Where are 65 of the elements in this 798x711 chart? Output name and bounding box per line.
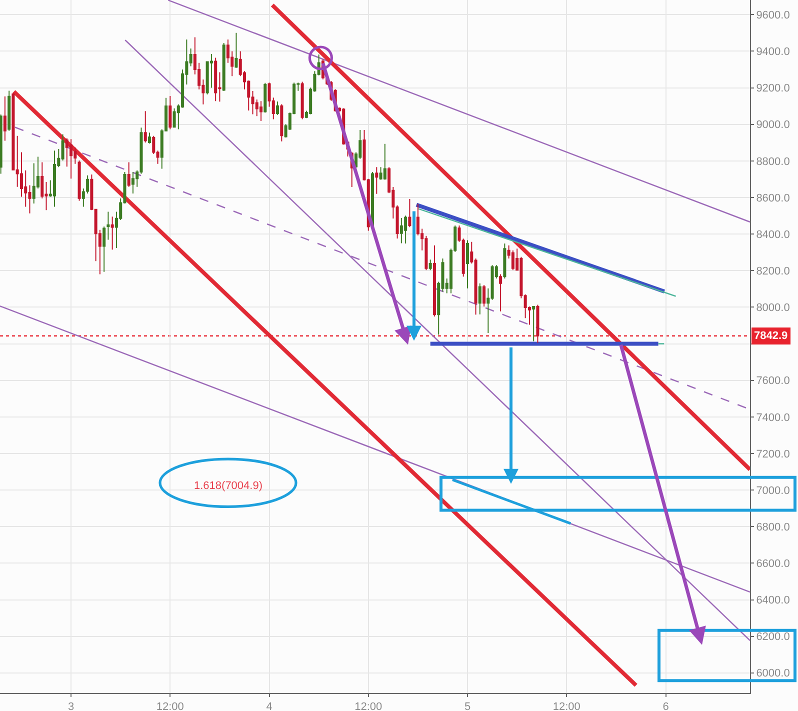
candlestick <box>400 217 403 244</box>
x-tick-label: 5 <box>464 701 471 711</box>
y-tick-label: 8000.0 <box>756 302 790 314</box>
candlestick <box>300 81 304 120</box>
candlestick <box>503 243 506 279</box>
y-tick-label: 8200.0 <box>756 265 790 278</box>
y-tick-label: 6200.0 <box>756 631 790 644</box>
candlestick <box>110 216 114 250</box>
y-tick-label: 9600.0 <box>756 9 790 22</box>
candlestick <box>8 90 11 132</box>
ref-line-label: 7842.9 <box>754 330 788 342</box>
candlestick <box>383 143 386 180</box>
y-tick-label: 6600.0 <box>756 558 790 570</box>
y-tick-label: 6800.0 <box>756 521 790 534</box>
y-tick-label: 7000.0 <box>756 484 790 497</box>
candlestick <box>404 215 408 244</box>
y-tick-label: 6400.0 <box>756 594 790 607</box>
candlestick <box>172 108 176 128</box>
candlestick <box>260 100 263 122</box>
candlestick <box>144 110 147 143</box>
candlestick <box>280 104 284 142</box>
y-tick-label: 8800.0 <box>756 156 790 168</box>
candlestick <box>106 211 110 240</box>
y-tick-label: 8400.0 <box>756 228 790 241</box>
candlestick <box>499 274 502 312</box>
candlestick <box>102 226 106 272</box>
y-tick-label: 7600.0 <box>756 375 790 388</box>
candlestick <box>432 244 436 318</box>
candlestick <box>0 114 2 174</box>
candlestick <box>222 42 226 92</box>
candlestick <box>214 57 218 102</box>
x-tick-label: 12:00 <box>552 701 580 711</box>
x-tick-label: 12:00 <box>156 701 184 711</box>
y-tick-label: 9200.0 <box>756 82 790 95</box>
y-tick-label: 7200.0 <box>756 448 790 460</box>
candlestick <box>482 284 486 307</box>
candlestick <box>375 166 378 194</box>
candlestick <box>428 259 432 271</box>
y-tick-label: 9000.0 <box>756 119 790 132</box>
candlestick <box>53 150 56 208</box>
y-tick-label: 7400.0 <box>756 412 790 424</box>
candlestick <box>466 240 470 289</box>
candlestick <box>264 82 267 114</box>
y-tick-label: 6000.0 <box>756 668 790 680</box>
candlestick <box>148 132 152 144</box>
candlestick <box>78 160 81 202</box>
candlestick <box>478 282 482 315</box>
candlestick <box>536 304 540 344</box>
candlestick <box>532 306 536 342</box>
candlestick <box>131 172 134 194</box>
x-tick-label: 4 <box>266 701 272 711</box>
candlestick <box>3 96 6 142</box>
candlestick <box>127 162 130 188</box>
y-tick-label: 9400.0 <box>756 46 790 58</box>
candlestick <box>408 198 412 228</box>
y-tick-label: 8600.0 <box>756 192 790 204</box>
x-tick-label: 12:00 <box>354 701 382 711</box>
candlestick <box>70 138 73 180</box>
candlestick <box>234 32 238 68</box>
x-tick-label: 3 <box>68 701 74 711</box>
candlestick <box>511 250 514 271</box>
candlestick <box>276 100 280 116</box>
annotation: 1.618(7004.9) <box>194 480 262 492</box>
candlestick <box>168 96 172 130</box>
x-tick-label: 6 <box>662 701 669 711</box>
